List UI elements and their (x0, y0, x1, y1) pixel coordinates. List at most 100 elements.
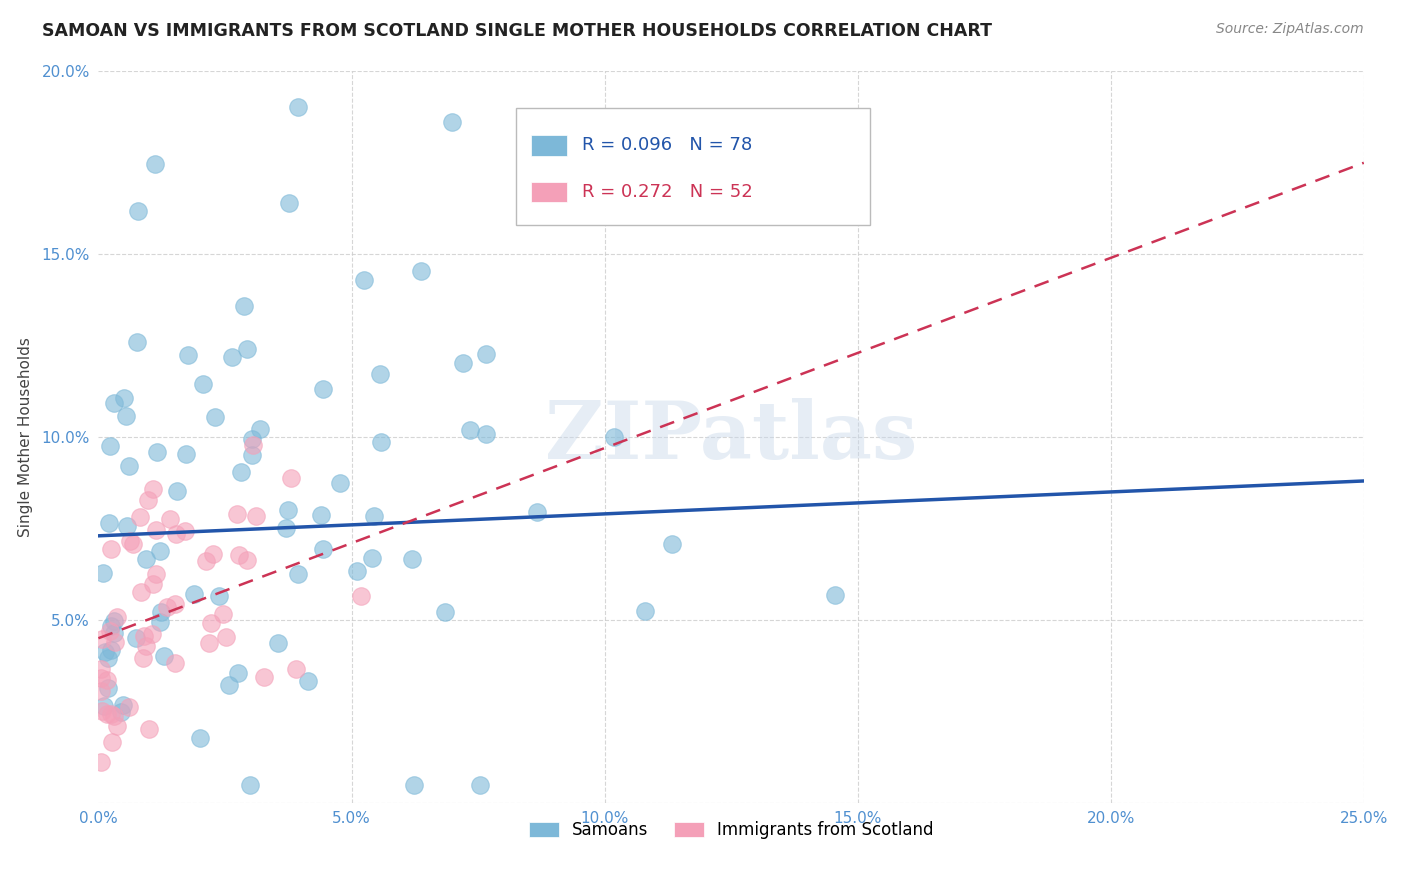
Point (105, 719, 128, 733)
Point (150, 605, 173, 619)
Point (451, 356, 474, 370)
Point (361, 550, 384, 565)
Text: SAMOAN VS IMMIGRANTS FROM SCOTLAND SINGLE MOTHER HOUSEHOLDS CORRELATION CHART: SAMOAN VS IMMIGRANTS FROM SCOTLAND SINGL… (42, 22, 993, 40)
Point (93, 698, 115, 713)
Point (218, 678, 240, 692)
Point (475, 427, 498, 442)
Point (135, 552, 157, 566)
Point (309, 508, 332, 522)
Point (100, 707, 122, 722)
Point (138, 722, 160, 736)
Point (277, 503, 299, 517)
Point (221, 350, 243, 364)
Point (110, 705, 132, 719)
Point (183, 587, 205, 601)
Point (118, 699, 141, 714)
Point (401, 552, 423, 566)
Point (129, 509, 152, 524)
Legend: Samoans, Immigrants from Scotland: Samoans, Immigrants from Scotland (522, 814, 941, 846)
Point (135, 639, 157, 653)
Point (242, 449, 264, 463)
Point (156, 600, 179, 615)
Point (97, 681, 120, 695)
Point (97, 650, 120, 665)
Point (204, 410, 226, 425)
Point (94, 645, 117, 659)
Point (103, 396, 125, 410)
Point (146, 445, 169, 459)
Point (370, 434, 392, 449)
FancyBboxPatch shape (516, 108, 870, 225)
Point (103, 614, 125, 628)
Point (475, 346, 498, 360)
Point (159, 511, 181, 525)
Point (297, 674, 319, 689)
Point (245, 508, 267, 523)
Point (208, 589, 231, 603)
Point (603, 430, 626, 444)
Point (131, 651, 153, 665)
Point (101, 735, 124, 749)
Point (191, 377, 214, 392)
Point (350, 589, 373, 603)
Point (112, 391, 135, 405)
Point (239, 778, 262, 792)
Point (118, 458, 141, 473)
Point (90, 684, 112, 698)
Point (129, 584, 152, 599)
Point (96, 673, 118, 687)
Point (166, 483, 188, 498)
Point (236, 553, 259, 567)
Point (402, 778, 425, 792)
Y-axis label: Single Mother Households: Single Mother Households (18, 337, 34, 537)
Point (90, 662, 112, 676)
Point (328, 476, 350, 491)
Point (149, 615, 172, 630)
Point (90, 632, 112, 646)
Text: R = 0.272   N = 52: R = 0.272 N = 52 (582, 183, 752, 202)
Point (280, 471, 302, 485)
Point (195, 554, 218, 568)
Point (211, 607, 233, 621)
Point (468, 778, 491, 792)
Point (174, 447, 197, 461)
Point (285, 662, 308, 676)
Point (127, 204, 149, 219)
Point (93, 566, 115, 581)
Text: ZIPatlas: ZIPatlas (546, 398, 917, 476)
Text: R = 0.096   N = 78: R = 0.096 N = 78 (582, 136, 752, 154)
Point (188, 731, 211, 745)
Point (409, 263, 432, 277)
Point (96, 706, 118, 721)
Point (346, 564, 368, 578)
Point (353, 273, 375, 287)
Point (125, 631, 148, 645)
Point (824, 588, 846, 602)
Point (440, 115, 463, 129)
Point (163, 656, 186, 670)
Point (100, 642, 122, 657)
Point (200, 615, 222, 630)
Point (127, 334, 149, 349)
Point (103, 709, 125, 723)
Point (149, 543, 172, 558)
Point (226, 507, 249, 521)
Point (458, 423, 481, 437)
Point (173, 524, 195, 539)
Point (274, 521, 297, 535)
Point (253, 670, 276, 684)
Point (112, 698, 135, 712)
Point (526, 505, 548, 519)
Point (165, 526, 187, 541)
Point (433, 605, 456, 619)
Point (278, 196, 301, 211)
Point (121, 536, 143, 550)
Point (165, 597, 187, 611)
Point (249, 422, 271, 436)
Point (142, 577, 165, 591)
Point (312, 541, 335, 556)
Point (100, 439, 122, 453)
Point (90, 672, 112, 686)
Point (661, 537, 683, 551)
Point (98, 624, 121, 638)
